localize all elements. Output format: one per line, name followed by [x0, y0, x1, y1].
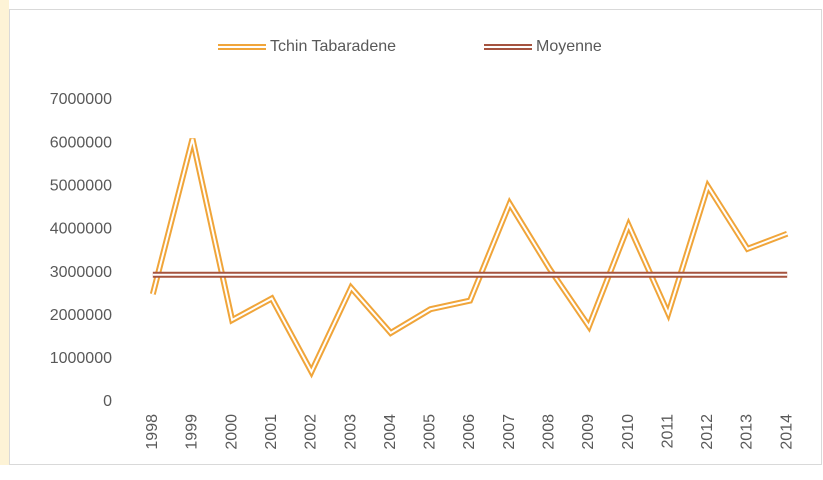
x-tick-label: 2010: [620, 414, 637, 450]
x-tick-label: 2005: [422, 414, 439, 450]
legend-label: Moyenne: [536, 38, 602, 55]
chart-frame: [9, 9, 822, 465]
x-tick-label: 2013: [739, 414, 756, 450]
x-tick-label: 2001: [263, 414, 280, 450]
x-tick-label: 1999: [184, 414, 201, 450]
y-tick-label: 0: [103, 393, 112, 410]
y-tick-label: 6000000: [50, 134, 112, 151]
x-tick-label: 2000: [223, 414, 240, 450]
y-tick-label: 3000000: [50, 264, 112, 281]
x-tick-label: 2011: [659, 414, 676, 449]
x-tick-label: 2009: [580, 414, 597, 450]
y-tick-label: 4000000: [50, 221, 112, 238]
line-inner: [151, 138, 788, 375]
x-tick-label: 2003: [342, 414, 359, 450]
x-tick-label: 1998: [144, 414, 161, 450]
background-strip: [0, 0, 9, 465]
x-tick-label: 2012: [699, 414, 716, 450]
x-tick-label: 2004: [382, 414, 399, 450]
y-tick-label: 7000000: [50, 91, 112, 108]
x-tick-label: 2014: [778, 414, 795, 450]
legend-label: Tchin Tabaradene: [270, 38, 396, 55]
x-tick-label: 2002: [303, 414, 320, 450]
y-tick-label: 2000000: [50, 307, 112, 324]
x-tick-label: 2008: [541, 414, 558, 450]
x-tick-label: 2006: [461, 414, 478, 450]
y-tick-label: 1000000: [50, 350, 112, 367]
y-tick-label: 5000000: [50, 178, 112, 195]
x-tick-label: 2007: [501, 414, 518, 450]
